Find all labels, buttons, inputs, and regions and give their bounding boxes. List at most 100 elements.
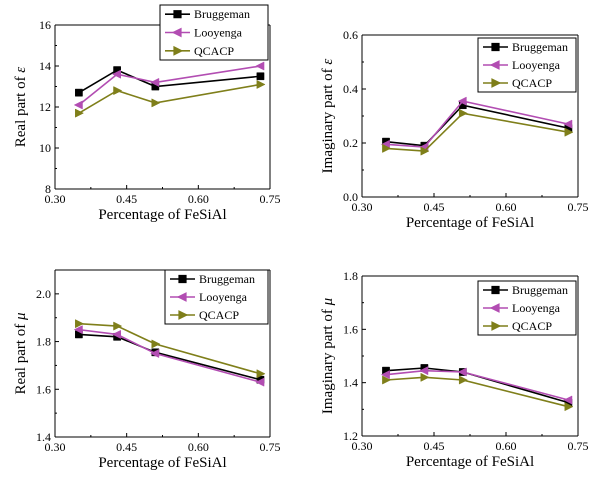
y-tick-label: 0.6 [343, 28, 358, 42]
x-tick-label: 0.45 [424, 200, 445, 214]
data-point-qcacp [256, 369, 266, 379]
x-tick-label: 0.75 [260, 440, 281, 454]
y-tick-label: 1.4 [36, 430, 51, 444]
data-point-bruggeman [75, 88, 83, 97]
series-line-looyenga [385, 369, 569, 401]
x-tick-label: 0.60 [188, 192, 209, 206]
series-line-bruggeman [385, 367, 569, 404]
legend-label-looyenga: Looyenga [512, 58, 561, 72]
legend-marker-looyenga [176, 292, 187, 302]
legend-label-qcacp: QCACP [199, 308, 239, 322]
data-point-qcacp [564, 127, 574, 137]
y-tick-label: 2.0 [36, 287, 51, 301]
legend: Bruggeman Looyenga QCACP [477, 37, 577, 93]
chart-panel-4: 0.30 0.45 0.60 0.75 1.2 1.4 1.6 1.8 Percentage o… [320, 269, 589, 470]
legend-label-qcacp: QCACP [194, 44, 234, 58]
data-point-looyenga [380, 370, 390, 380]
data-point-looyenga [150, 77, 160, 87]
x-axis-label: Percentage of FeSiAl [98, 455, 226, 471]
series-line-qcacp [385, 112, 569, 152]
legend-marker-bruggeman [491, 42, 500, 52]
chart-panel-2: 0.30 0.45 0.60 0.75 0.0 0.2 0.4 0.6 Percentage o… [320, 28, 589, 231]
series-line-looyenga [385, 100, 569, 148]
x-tick-label: 0.30 [45, 192, 66, 206]
data-point-qcacp [113, 321, 123, 331]
data-point-looyenga [73, 325, 83, 335]
y-axis-label: Real part of ε [13, 67, 29, 148]
x-tick-label: 0.30 [352, 439, 373, 453]
legend: Bruggeman Looyenga QCACP [159, 4, 269, 61]
data-point-bruggeman [256, 72, 265, 81]
y-axis-label-symbol: ε [320, 59, 336, 65]
y-axis-label-text: Imaginary part of [320, 65, 336, 174]
y-axis-label: Imaginary part of μ [320, 297, 336, 414]
legend-label-bruggeman: Bruggeman [194, 7, 250, 21]
y-tick-label: 1.6 [36, 382, 51, 396]
x-tick-label: 0.75 [568, 200, 589, 214]
legend-label-qcacp: QCACP [512, 76, 552, 90]
data-point-qcacp [420, 146, 430, 156]
x-axis-label: Percentage of FeSiAl [406, 215, 534, 231]
legend-marker-looyenga [489, 303, 500, 313]
data-point-looyenga [563, 395, 573, 405]
data-point-looyenga [111, 329, 121, 339]
x-tick-label: 0.60 [496, 200, 517, 214]
legend-marker-qcacp [491, 78, 502, 88]
y-axis-label: Imaginary part of ε [320, 59, 336, 174]
series-line-looyenga [78, 65, 261, 106]
y-axis-label-text: Imaginary part of [320, 305, 336, 414]
x-tick-label: 0.60 [188, 440, 209, 454]
data-point-qcacp [151, 339, 161, 349]
data-point-qcacp [420, 372, 430, 382]
legend-marker-looyenga [489, 60, 500, 70]
x-tick-label: 0.60 [496, 439, 517, 453]
x-tick-label: 0.30 [352, 200, 373, 214]
legend-label-bruggeman: Bruggeman [512, 40, 568, 54]
data-point-qcacp [458, 375, 468, 385]
data-point-looyenga [419, 366, 429, 376]
y-axis-label-symbol: ε [13, 67, 29, 73]
data-point-looyenga [255, 377, 265, 387]
legend-label-bruggeman: Bruggeman [199, 272, 255, 286]
data-point-looyenga [457, 367, 467, 377]
data-point-looyenga [457, 96, 467, 106]
legend: Bruggeman Looyenga QCACP [477, 280, 577, 336]
legend-label-looyenga: Looyenga [512, 301, 561, 315]
y-tick-label: 0.2 [343, 136, 358, 150]
series-line-qcacp [78, 83, 261, 114]
y-tick-label: 10 [39, 141, 51, 155]
data-point-looyenga [73, 100, 83, 110]
data-point-looyenga [563, 119, 573, 129]
series-line-looyenga [78, 328, 261, 383]
y-tick-label: 1.4 [343, 376, 358, 390]
y-tick-label: 12 [39, 100, 51, 114]
y-tick-label: 1.8 [343, 269, 358, 283]
y-tick-label: 8 [45, 182, 51, 196]
x-tick-label: 0.30 [45, 440, 66, 454]
x-axis-label: Percentage of FeSiAl [406, 454, 534, 470]
y-axis-label-symbol: μ [320, 297, 336, 306]
data-point-qcacp [75, 319, 85, 329]
legend: Bruggeman Looyenga QCACP [164, 269, 269, 325]
data-point-qcacp [458, 108, 468, 118]
legend-marker-bruggeman [178, 274, 187, 284]
legend-marker-looyenga [171, 27, 182, 38]
y-tick-label: 1.8 [36, 335, 51, 349]
x-tick-label: 0.45 [424, 439, 445, 453]
legend-label-looyenga: Looyenga [194, 26, 243, 40]
data-point-looyenga [150, 348, 160, 359]
legend-label-qcacp: QCACP [512, 319, 552, 333]
y-tick-label: 1.6 [343, 322, 358, 336]
legend-label-looyenga: Looyenga [199, 290, 248, 304]
y-tick-label: 1.2 [343, 429, 358, 443]
series-line-bruggeman [385, 104, 569, 147]
series-line-qcacp [385, 376, 569, 408]
y-tick-label: 14 [39, 59, 51, 73]
data-point-qcacp [151, 98, 161, 108]
y-axis-label: Real part of μ [13, 312, 29, 395]
x-tick-label: 0.75 [568, 439, 589, 453]
y-axis-label-text: Real part of [13, 73, 29, 148]
data-point-looyenga [255, 61, 265, 71]
y-axis-label-symbol: μ [13, 312, 29, 321]
legend-marker-bruggeman [173, 10, 182, 19]
